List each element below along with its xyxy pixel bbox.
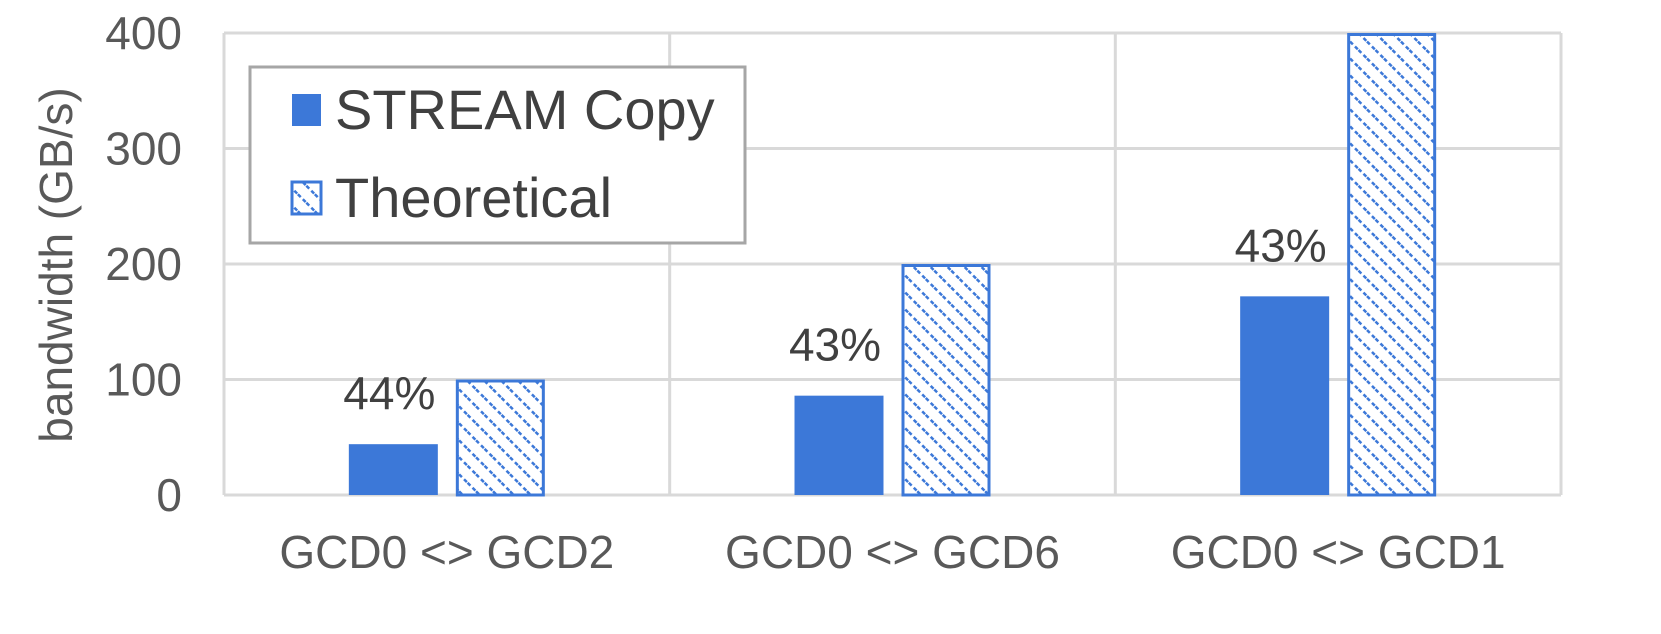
bar-stream-copy-2 (1240, 296, 1330, 495)
x-category-label-2: GCD0 <> GCD1 (1171, 526, 1506, 578)
y-axis-ticks: 0 100 200 300 400 (105, 7, 182, 521)
legend-swatch-stream-copy (292, 94, 321, 126)
y-tick-label-1: 100 (105, 354, 182, 406)
legend-swatch-theoretical (290, 180, 323, 216)
legend: STREAM Copy Theoretical (248, 65, 747, 245)
bar-theoretical-2 (1347, 33, 1437, 497)
y-tick-label-0: 0 (156, 469, 182, 521)
y-axis-label: bandwidth (GB/s) (30, 87, 82, 442)
y-tick-label-4: 400 (105, 7, 182, 59)
x-category-label-0: GCD0 <> GCD2 (279, 526, 614, 578)
y-tick-label-2: 200 (105, 238, 182, 290)
x-axis-categories: GCD0 <> GCD2 GCD0 <> GCD6 GCD0 <> GCD1 (279, 526, 1505, 578)
data-label-0: 44% (343, 367, 435, 419)
legend-label-stream-copy: STREAM Copy (335, 78, 715, 141)
bar-stream-copy-1 (794, 395, 884, 495)
bar-theoretical-1 (901, 264, 991, 497)
y-tick-label-3: 300 (105, 123, 182, 175)
data-label-2: 43% (1235, 219, 1327, 271)
bars (348, 33, 1437, 497)
bar-theoretical-0 (455, 379, 545, 497)
x-category-label-1: GCD0 <> GCD6 (725, 526, 1060, 578)
legend-box (248, 65, 747, 245)
data-labels: 44% 43% 43% (343, 219, 1326, 419)
data-label-1: 43% (789, 319, 881, 371)
bar-stream-copy-0 (348, 444, 438, 495)
legend-label-theoretical: Theoretical (335, 166, 612, 229)
